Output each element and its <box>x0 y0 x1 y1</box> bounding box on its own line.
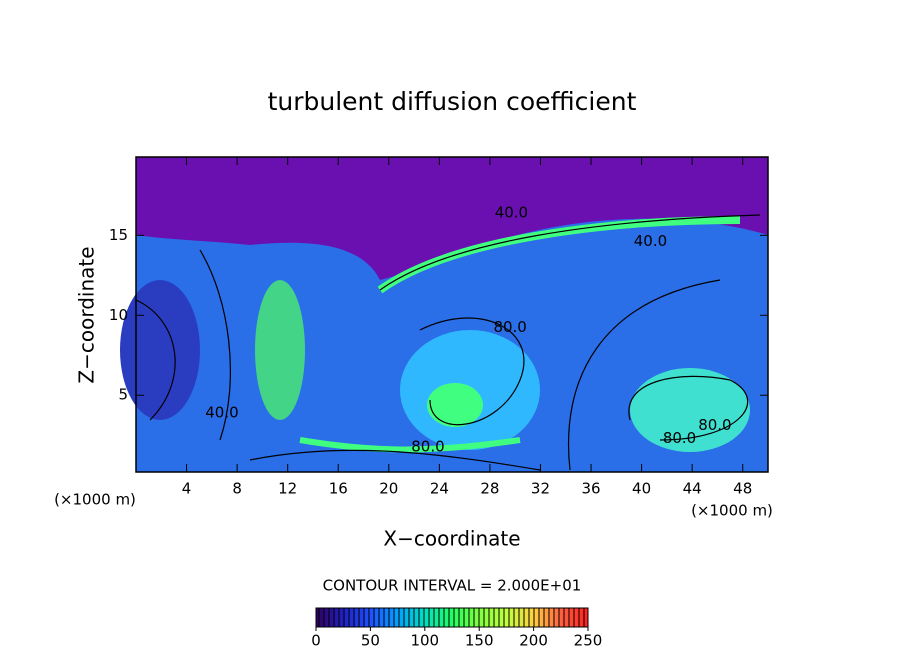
plot-frame <box>135 156 769 473</box>
colorbar-tick-label: 50 <box>361 632 380 650</box>
colorbar-tick-label: 250 <box>574 632 603 650</box>
x-tick-label: 32 <box>531 480 550 498</box>
y-tick-label: 5 <box>118 386 128 404</box>
contour-line <box>379 214 761 291</box>
x-unit-label: (×1000 m) <box>54 491 136 509</box>
contour-line <box>135 299 176 421</box>
field <box>120 157 768 472</box>
y-unit-label: (×1000 m) <box>691 502 773 520</box>
contour-line <box>628 375 749 441</box>
x-tick-label: 28 <box>480 480 499 498</box>
x-tick-label: 48 <box>733 480 752 498</box>
contour-label: 40.0 <box>495 203 528 221</box>
colorbar-tick-label: 200 <box>519 632 548 650</box>
contour-line <box>419 317 525 426</box>
x-tick-label: 40 <box>632 480 651 498</box>
x-tick-label: 36 <box>581 480 600 498</box>
x-tick-label: 4 <box>182 480 192 498</box>
x-tick-label: 20 <box>379 480 398 498</box>
contour-line <box>567 279 721 471</box>
contour-label: 80.0 <box>493 318 526 336</box>
x-tick-label: 8 <box>232 480 242 498</box>
contour-label: 40.0 <box>205 403 238 421</box>
y-tick-label: 15 <box>109 226 128 244</box>
y-tick-label: 10 <box>109 306 128 324</box>
field-band <box>299 437 521 453</box>
x-tick-label: 12 <box>278 480 297 498</box>
field-region <box>120 280 200 420</box>
colorbar-tick-label: 100 <box>410 632 439 650</box>
colorbar <box>315 607 589 628</box>
field-region <box>630 368 750 452</box>
contour-label: 80.0 <box>698 416 731 434</box>
contour-label: 40.0 <box>634 232 667 250</box>
contour-line <box>249 449 541 471</box>
x-tick-label: 16 <box>329 480 348 498</box>
x-tick-label: 24 <box>430 480 449 498</box>
x-axis-label: X−coordinate <box>383 527 520 551</box>
field-region <box>255 280 305 420</box>
field-region <box>136 157 768 280</box>
contour-label: 80.0 <box>663 429 696 447</box>
colorbar-tick-label: 0 <box>311 632 321 650</box>
contour-label: 80.0 <box>411 438 444 456</box>
colorbar-tick-label: 150 <box>465 632 494 650</box>
field-region <box>427 383 483 427</box>
x-tick-label: 44 <box>683 480 702 498</box>
chart-title: turbulent diffusion coefficient <box>268 87 637 116</box>
contour-line <box>199 249 231 441</box>
contour-interval: CONTOUR INTERVAL = 2.000E+01 <box>323 577 582 595</box>
y-axis-label: Z−coordinate <box>75 246 99 383</box>
